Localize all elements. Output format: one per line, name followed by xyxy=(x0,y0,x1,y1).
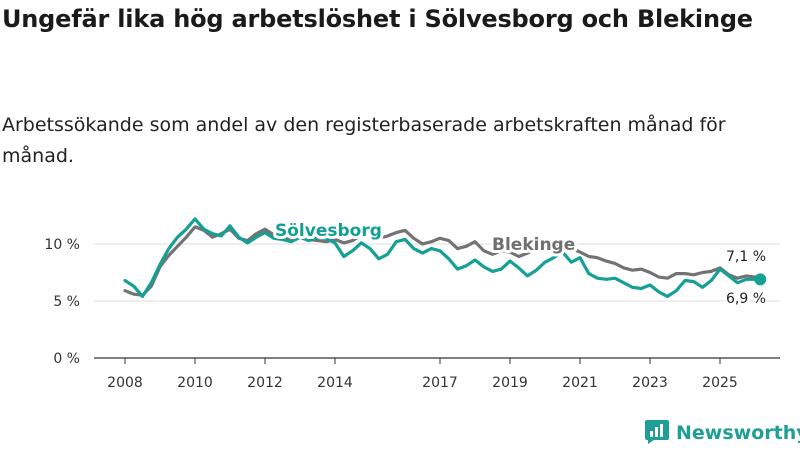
x-tick-label: 2012 xyxy=(247,375,283,391)
brand-name: Newsworthy xyxy=(676,422,800,444)
x-tick-label: 2025 xyxy=(702,375,738,391)
y-tick-label: 5 % xyxy=(53,294,80,310)
page-title: Ungefär lika hög arbetslöshet i Sölvesbo… xyxy=(2,5,753,33)
end-label-solvesborg: 6,9 % xyxy=(726,291,766,307)
y-tick-label: 10 % xyxy=(44,237,80,253)
x-tick-label: 2017 xyxy=(422,375,458,391)
y-tick-label: 0 % xyxy=(53,351,80,367)
newsworthy-logo-icon xyxy=(644,418,670,448)
series-label-blekinge: Blekinge xyxy=(492,235,575,255)
x-tick-label: 2019 xyxy=(492,375,528,391)
end-label-blekinge: 7,1 % xyxy=(726,249,766,265)
x-tick-label: 2023 xyxy=(632,375,668,391)
x-tick-label: 2010 xyxy=(177,375,213,391)
series-line-solvesborg xyxy=(123,217,762,298)
brand[interactable]: Newsworthy xyxy=(644,419,800,447)
end-point-solvesborg xyxy=(754,273,767,286)
series-label-solvesborg: Sölvesborg xyxy=(275,221,382,241)
x-tick-label: 2008 xyxy=(107,375,143,391)
series-labels: Sölvesborg Blekinge 7,1 % 6,9 % xyxy=(272,218,768,309)
series-line-blekinge xyxy=(123,225,762,297)
axes: 0 % 5 % 10 % 2008 2010 2012 2014 2017 2019 2021 20… xyxy=(44,237,737,391)
x-tick-label: 2014 xyxy=(317,375,353,391)
x-tick-label: 2021 xyxy=(562,375,598,391)
gridlines xyxy=(94,243,780,359)
series xyxy=(123,217,767,298)
page-subtitle: Arbetssökande som andel av den registerb… xyxy=(2,114,726,167)
